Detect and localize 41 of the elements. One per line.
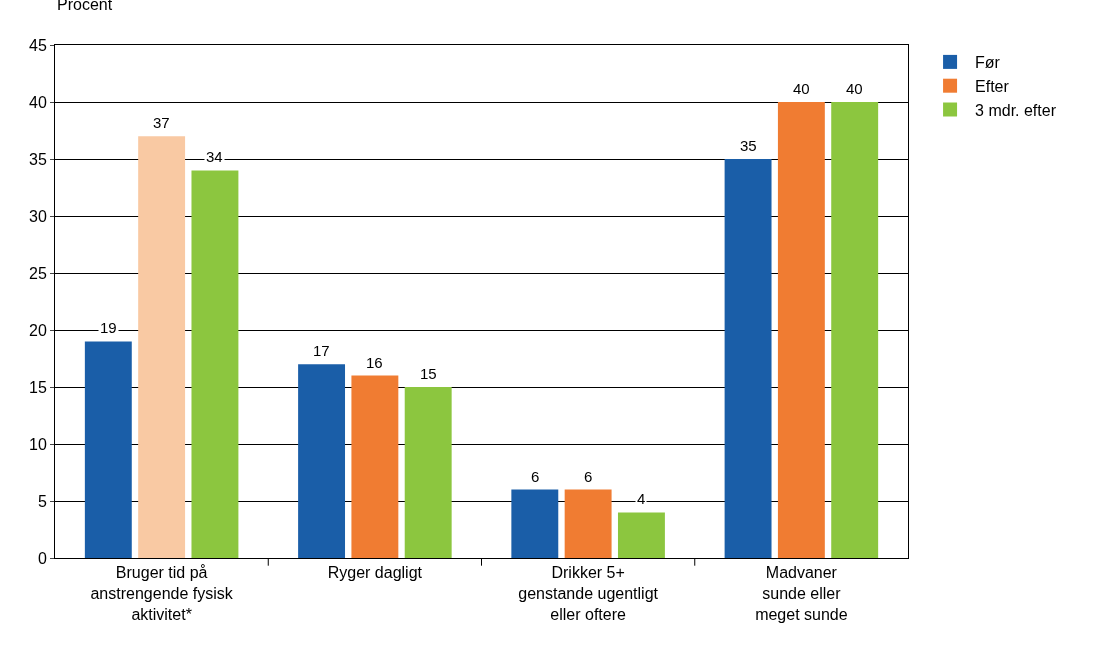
bar <box>404 387 452 558</box>
data-label: 16 <box>366 354 383 371</box>
bar <box>351 375 399 558</box>
legend-label: 3 mdr. efter <box>975 101 1057 119</box>
data-label: 6 <box>584 468 593 485</box>
legend-label: Efter <box>975 77 1010 95</box>
bar <box>724 159 772 558</box>
data-label: 15 <box>420 365 437 382</box>
data-label: 17 <box>313 342 330 359</box>
y-tick-label: 45 <box>29 36 47 54</box>
bar <box>298 364 346 558</box>
data-label: 40 <box>846 80 863 97</box>
bar <box>617 512 665 558</box>
y-tick-label: 40 <box>29 93 47 111</box>
x-tick-label: Bruger tid på anstrengende fysisk aktivitet* <box>90 564 234 623</box>
bar <box>831 102 879 558</box>
data-label: 19 <box>100 319 117 336</box>
y-tick-label: 5 <box>37 492 47 510</box>
bar <box>191 170 239 558</box>
data-label: 37 <box>153 114 170 131</box>
y-tick-label: 15 <box>29 378 47 396</box>
y-tick-label: 35 <box>29 150 47 168</box>
bar <box>564 489 612 558</box>
data-label: 35 <box>740 137 757 154</box>
x-tick-label: Madvaner sunde eller meget sunde <box>755 564 848 623</box>
y-tick-label: 0 <box>37 549 47 567</box>
y-tick-label: 25 <box>29 264 47 282</box>
bar <box>511 489 559 558</box>
x-tick-label: Ryger dagligt <box>327 564 423 582</box>
data-label: 34 <box>206 148 223 165</box>
data-label: 40 <box>793 80 810 97</box>
bar <box>138 136 186 558</box>
legend-label: Før <box>975 54 1001 72</box>
data-label: 4 <box>637 490 646 507</box>
bar <box>84 341 132 558</box>
y-tick-label: 20 <box>29 321 47 339</box>
x-tick-label: Drikker 5+ genstande ugentligt eller oftere <box>518 564 659 623</box>
y-tick-label: 30 <box>29 207 47 225</box>
y-tick-label: 10 <box>29 435 47 453</box>
bar <box>777 102 825 558</box>
data-label: 6 <box>531 468 540 485</box>
